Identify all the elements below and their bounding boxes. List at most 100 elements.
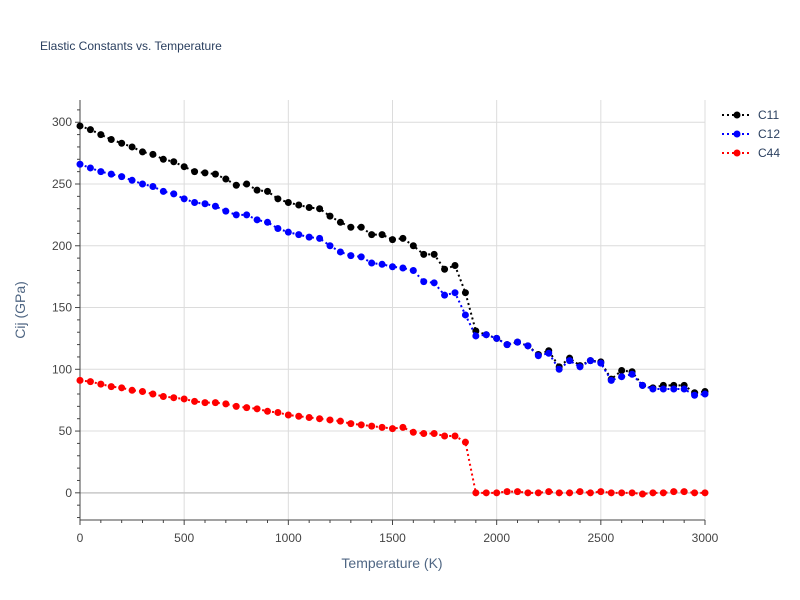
data-point-c11[interactable] [243, 180, 251, 188]
data-point-c12[interactable] [253, 216, 261, 224]
data-point-c12[interactable] [399, 264, 407, 272]
data-point-c12[interactable] [566, 357, 574, 365]
data-point-c44[interactable] [243, 404, 251, 412]
legend[interactable]: C11 C12 C44 [722, 108, 780, 160]
data-point-c11[interactable] [357, 223, 365, 231]
data-point-c12[interactable] [472, 332, 480, 340]
data-point-c12[interactable] [618, 373, 626, 381]
data-point-c12[interactable] [514, 338, 521, 346]
legend-item-c12[interactable]: C12 [722, 127, 780, 141]
data-point-c12[interactable] [378, 260, 386, 268]
data-point-c44[interactable] [493, 489, 501, 497]
data-point-c11[interactable] [368, 231, 376, 239]
data-point-c12[interactable] [357, 253, 365, 261]
data-point-c12[interactable] [128, 176, 136, 184]
data-point-c44[interactable] [701, 489, 709, 497]
data-point-c12[interactable] [264, 218, 271, 226]
data-point-c11[interactable] [139, 148, 146, 156]
data-point-c12[interactable] [159, 187, 167, 195]
data-point-c44[interactable] [274, 409, 282, 417]
data-point-c11[interactable] [118, 139, 126, 147]
data-point-c11[interactable] [86, 126, 94, 134]
data-point-c12[interactable] [482, 331, 490, 339]
data-point-c12[interactable] [232, 211, 240, 219]
data-point-c11[interactable] [284, 199, 292, 207]
data-point-c12[interactable] [295, 231, 303, 239]
data-point-c44[interactable] [555, 489, 563, 497]
data-point-c11[interactable] [149, 150, 157, 158]
data-point-c44[interactable] [170, 394, 178, 402]
data-point-c44[interactable] [180, 395, 188, 403]
data-point-c11[interactable] [191, 168, 199, 176]
data-point-c12[interactable] [441, 291, 449, 299]
data-point-c44[interactable] [107, 383, 115, 391]
data-point-c12[interactable] [691, 391, 699, 399]
data-point-c11[interactable] [170, 158, 178, 166]
data-point-c12[interactable] [86, 164, 94, 172]
data-point-c11[interactable] [159, 155, 167, 163]
data-point-c44[interactable] [430, 430, 438, 438]
data-point-c44[interactable] [336, 417, 344, 425]
data-point-c11[interactable] [222, 175, 230, 183]
data-point-c44[interactable] [159, 392, 167, 400]
data-point-c12[interactable] [76, 160, 84, 168]
data-point-c11[interactable] [399, 234, 407, 242]
data-point-c44[interactable] [566, 489, 574, 497]
data-point-c11[interactable] [107, 136, 115, 144]
data-point-c11[interactable] [97, 131, 105, 139]
data-point-c12[interactable] [336, 248, 344, 256]
data-point-c44[interactable] [97, 380, 105, 388]
data-point-c12[interactable] [347, 252, 355, 260]
data-point-c44[interactable] [357, 421, 365, 429]
data-point-c11[interactable] [211, 170, 219, 178]
data-point-c44[interactable] [420, 430, 428, 438]
data-point-c44[interactable] [576, 488, 584, 496]
data-point-c12[interactable] [316, 234, 324, 242]
data-point-c11[interactable] [336, 218, 344, 226]
data-point-c12[interactable] [607, 376, 615, 384]
data-point-c44[interactable] [482, 489, 490, 497]
data-point-c12[interactable] [503, 341, 511, 349]
data-point-c44[interactable] [680, 488, 688, 496]
data-point-c12[interactable] [576, 363, 584, 371]
data-point-c11[interactable] [451, 262, 459, 270]
data-point-c12[interactable] [170, 190, 178, 198]
data-point-c12[interactable] [368, 259, 376, 267]
data-point-c11[interactable] [409, 242, 417, 250]
data-point-c44[interactable] [514, 488, 521, 496]
data-point-c11[interactable] [420, 250, 428, 258]
data-point-c12[interactable] [201, 200, 209, 208]
data-point-c12[interactable] [222, 207, 230, 215]
data-point-c44[interactable] [118, 384, 126, 392]
data-point-c11[interactable] [378, 231, 386, 239]
data-point-c44[interactable] [284, 411, 292, 419]
data-point-c12[interactable] [461, 311, 469, 319]
data-point-c12[interactable] [597, 359, 605, 367]
data-point-c44[interactable] [659, 489, 667, 497]
data-point-c11[interactable] [430, 250, 438, 258]
data-point-c12[interactable] [211, 202, 219, 210]
data-point-c44[interactable] [264, 407, 271, 415]
data-point-c44[interactable] [586, 489, 594, 497]
data-point-c11[interactable] [274, 195, 282, 203]
data-point-c12[interactable] [191, 199, 199, 207]
data-point-c44[interactable] [639, 490, 646, 498]
data-point-c12[interactable] [451, 289, 459, 297]
data-point-c12[interactable] [659, 385, 667, 393]
data-point-c12[interactable] [97, 168, 105, 176]
data-point-c44[interactable] [316, 415, 324, 423]
data-point-c44[interactable] [253, 405, 261, 413]
data-point-c12[interactable] [107, 170, 115, 178]
data-point-c12[interactable] [139, 180, 146, 188]
data-point-c11[interactable] [201, 169, 209, 177]
data-point-c44[interactable] [222, 400, 230, 408]
data-point-c44[interactable] [86, 378, 94, 386]
data-point-c11[interactable] [305, 203, 313, 211]
data-point-c11[interactable] [253, 186, 261, 194]
data-point-c44[interactable] [399, 423, 407, 431]
data-point-c44[interactable] [691, 489, 699, 497]
legend-item-c11[interactable]: C11 [722, 108, 779, 122]
data-point-c44[interactable] [191, 397, 199, 405]
data-point-c44[interactable] [461, 438, 469, 446]
data-point-c44[interactable] [378, 423, 386, 431]
